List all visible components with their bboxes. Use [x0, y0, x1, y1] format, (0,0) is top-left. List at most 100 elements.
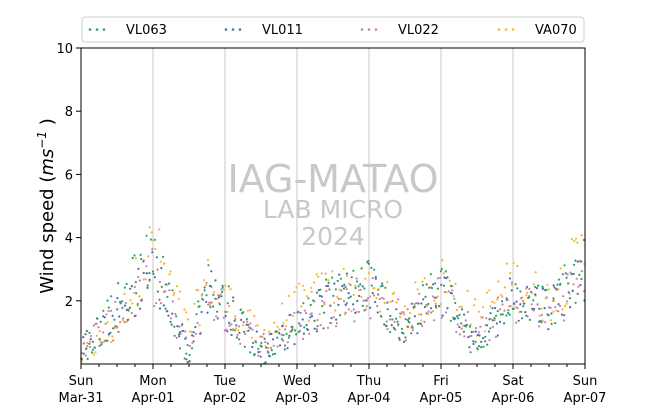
data-point-vl063: [516, 287, 519, 290]
data-point-vl063: [278, 332, 281, 335]
data-point-vl011: [472, 342, 475, 346]
data-point-va070: [172, 293, 175, 297]
data-point-vl063: [355, 280, 359, 283]
data-point-vl011: [140, 299, 143, 302]
data-point-vl011: [338, 273, 341, 276]
data-point-vl011: [82, 336, 85, 339]
data-point-vl063: [354, 286, 357, 290]
data-point-vl022: [164, 290, 167, 293]
data-point-vl063: [449, 319, 452, 322]
data-point-vl063: [195, 313, 198, 316]
data-point-vl022: [404, 339, 407, 342]
data-point-vl011: [286, 347, 289, 350]
data-point-vl063: [462, 330, 465, 333]
data-point-vl063: [420, 322, 423, 326]
data-point-vl022: [205, 281, 208, 284]
data-point-vl063: [111, 327, 115, 330]
legend-marker: [88, 28, 92, 31]
data-point-vl011: [385, 324, 388, 327]
x-tick-label: Mar-31: [59, 391, 104, 406]
data-point-vl022: [447, 290, 450, 293]
data-point-vl063: [268, 355, 272, 358]
data-point-vl063: [370, 266, 373, 269]
x-tick-label: Apr-02: [204, 391, 247, 406]
data-point-va070: [559, 267, 562, 270]
data-point-va070: [427, 313, 430, 316]
data-point-vl011: [255, 330, 258, 333]
data-point-vl011: [467, 336, 470, 339]
data-point-vl022: [159, 302, 163, 305]
data-point-va070: [249, 309, 252, 312]
data-point-va070: [183, 308, 186, 311]
watermark-line2: LAB MICRO: [263, 195, 403, 224]
data-point-va070: [488, 289, 491, 292]
data-point-vl063: [347, 296, 350, 300]
data-point-vl063: [171, 289, 174, 292]
data-point-vl011: [142, 271, 145, 275]
data-point-vl011: [389, 314, 392, 317]
y-tick-label: 10: [56, 42, 73, 57]
data-point-vl011: [505, 297, 508, 300]
data-point-vl063: [88, 331, 91, 334]
data-point-vl063: [229, 328, 232, 331]
data-point-vl011: [135, 292, 138, 295]
data-point-vl022: [357, 310, 360, 313]
data-point-vl022: [566, 273, 569, 276]
data-point-vl011: [217, 296, 220, 299]
data-point-vl011: [145, 272, 148, 275]
data-point-vl022: [440, 316, 443, 319]
data-point-va070: [505, 262, 508, 265]
data-point-va070: [293, 290, 296, 294]
data-point-vl011: [423, 305, 426, 309]
data-point-vl022: [105, 313, 108, 316]
data-point-vl011: [125, 308, 128, 311]
data-point-va070: [285, 319, 288, 322]
data-point-vl011: [228, 321, 231, 324]
data-point-va070: [256, 324, 259, 327]
data-point-vl063: [434, 304, 437, 307]
data-point-va070: [552, 310, 555, 313]
data-point-va070: [416, 288, 419, 291]
data-point-va070: [212, 291, 215, 294]
data-point-va070: [307, 319, 310, 322]
data-point-va070: [474, 298, 477, 301]
data-point-vl063: [146, 284, 149, 287]
data-point-vl063: [149, 238, 152, 241]
data-point-vl063: [123, 286, 126, 289]
data-point-vl022: [431, 295, 434, 298]
data-point-vl011: [434, 296, 437, 299]
data-point-vl011: [320, 295, 323, 298]
data-point-vl011: [534, 293, 537, 296]
data-point-vl022: [365, 305, 368, 308]
data-point-vl022: [342, 300, 346, 303]
data-point-vl063: [411, 326, 414, 329]
data-point-vl011: [185, 358, 188, 361]
legend-label: VL011: [262, 23, 303, 38]
data-point-vl063: [381, 284, 384, 287]
y-label-main: Wind speed (: [37, 176, 58, 294]
data-point-vl011: [89, 338, 92, 341]
data-point-vl011: [408, 317, 411, 320]
data-point-vl063: [334, 288, 337, 291]
data-point-vl011: [247, 323, 250, 326]
data-point-va070: [526, 291, 529, 295]
data-point-vl011: [111, 314, 114, 317]
x-tick-label: Apr-03: [276, 391, 319, 406]
data-point-va070: [295, 286, 298, 289]
data-point-vl063: [245, 318, 248, 321]
data-point-vl063: [185, 352, 188, 355]
data-point-vl011: [103, 316, 106, 319]
x-tick-day: Wed: [283, 374, 311, 389]
data-point-va070: [111, 335, 114, 338]
data-point-vl063: [175, 315, 178, 318]
data-point-vl011: [374, 277, 377, 280]
data-point-va070: [433, 299, 436, 302]
data-point-va070: [250, 336, 253, 339]
data-point-vl022: [380, 296, 384, 299]
data-point-vl022: [319, 324, 322, 327]
data-point-vl011: [243, 330, 246, 333]
data-point-vl063: [167, 282, 171, 285]
data-point-vl063: [361, 304, 364, 307]
data-point-vl063: [489, 327, 492, 330]
data-point-vl063: [282, 334, 285, 337]
